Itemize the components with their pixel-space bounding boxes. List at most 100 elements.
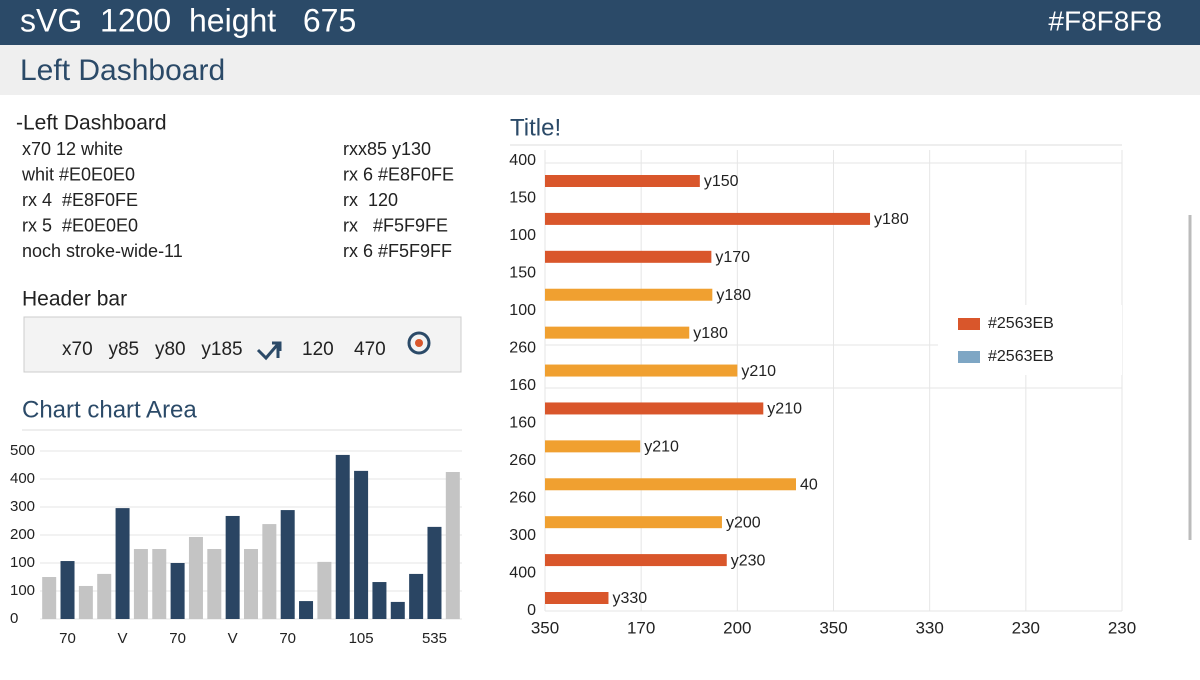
bar (133, 549, 148, 619)
y-label: 150 (509, 190, 536, 207)
panel-heading: -Left Dashboard (16, 112, 167, 135)
bar (97, 573, 112, 619)
bar-text: y210 (767, 401, 802, 418)
top-bar (0, 0, 1200, 45)
y-tick-label: 400 (10, 470, 35, 487)
subheader: Left Dashboard (20, 54, 225, 87)
bar (372, 582, 387, 619)
bar (409, 573, 424, 619)
y-label: 100 (509, 227, 536, 244)
note: rx 4 #E8F0FE (22, 190, 138, 210)
bar-text: y150 (704, 173, 739, 190)
bar (545, 288, 713, 301)
bar (545, 364, 738, 377)
bar (188, 536, 203, 619)
top-right: #F8F8F8 (1048, 5, 1162, 36)
bar (545, 250, 712, 263)
x-tick-label: 170 (627, 618, 655, 637)
y-label: 160 (509, 415, 536, 432)
icon (256, 341, 282, 361)
y-tick-label: 100 (10, 554, 35, 571)
bar (115, 508, 130, 619)
bar (390, 601, 405, 619)
note: whit #E0E0E0 (21, 164, 135, 184)
header-item: x70 y85 y80 y185 (62, 339, 243, 360)
x-tick-label: 350 (819, 618, 847, 637)
bar (152, 549, 167, 619)
bar (244, 549, 258, 619)
bar-text: 40 (800, 476, 818, 493)
x-tick-label: 70 (59, 630, 76, 647)
bar (445, 472, 460, 619)
bar (545, 212, 871, 225)
bar-text: y170 (715, 249, 750, 266)
note: rx 120 (343, 190, 398, 210)
bar (545, 326, 690, 339)
x-tick-label: V (118, 630, 128, 647)
x-tick-label: 200 (723, 618, 751, 637)
bar-text: y200 (726, 514, 761, 531)
y-tick-label: 100 (10, 582, 35, 599)
x-tick-label: 105 (349, 630, 374, 647)
bar (545, 175, 700, 187)
note: rx 6 #F5F9FF (343, 241, 452, 261)
y-label: 100 (509, 302, 536, 319)
x-tick-label: 535 (422, 630, 447, 647)
note: rxx85 y130 (343, 139, 431, 159)
bar-text: y180 (874, 211, 909, 228)
y-tick-label: 300 (10, 498, 35, 515)
bar (545, 478, 796, 491)
note: rx 5 #E0E0E0 (22, 215, 138, 235)
y-tick-label: 500 (10, 442, 35, 459)
note: noch stroke-wide-11 (22, 241, 183, 261)
bar (317, 561, 332, 619)
y-label: 300 (509, 527, 536, 544)
bar-text: y180 (693, 325, 728, 342)
top-title: sVG 1200 height 675 (20, 2, 356, 38)
bar (545, 516, 722, 529)
x-tick-label: 70 (169, 630, 186, 647)
header-item: 470 (354, 339, 386, 360)
bar (427, 526, 442, 619)
bar (545, 554, 727, 567)
legend-box (938, 305, 1122, 375)
bar-text: y210 (644, 439, 679, 456)
y-label: 260 (509, 452, 536, 469)
bar (42, 577, 57, 619)
icon (407, 331, 431, 355)
x-tick-label: 70 (279, 630, 296, 647)
x-tick-label: 230 (1108, 618, 1136, 637)
legend-label: #2563EB (988, 315, 1054, 332)
bar (78, 585, 93, 619)
y-tick-label: 0 (10, 610, 18, 627)
bar (170, 563, 185, 619)
subheader-bar (0, 45, 1200, 95)
legend-swatch (958, 351, 980, 363)
y-label: 150 (509, 265, 536, 282)
x-tick-label: 330 (915, 618, 943, 637)
note: x70 12 white (22, 139, 123, 159)
y-label: 260 (509, 340, 536, 357)
x-tick-label: 230 (1012, 618, 1040, 637)
icon (415, 339, 423, 347)
note: rx 6 #E8F0FE (343, 164, 454, 184)
y-tick-label: 200 (10, 526, 35, 543)
left-chart-title: Chart chart Area (22, 396, 197, 423)
y-label: 260 (509, 490, 536, 507)
header-item: 120 (302, 339, 334, 360)
x-tick-label: V (228, 630, 238, 647)
y-label: 160 (509, 377, 536, 394)
bar (225, 515, 240, 619)
bar (280, 510, 295, 619)
bar (60, 561, 75, 619)
note: rx #F5F9FE (343, 215, 448, 235)
bar-text: y210 (741, 363, 776, 380)
legend-label: #2563EB (988, 348, 1054, 365)
bar (545, 402, 764, 415)
bar (545, 592, 609, 604)
bar (207, 549, 222, 619)
bar-text: y230 (731, 552, 766, 569)
bar (354, 470, 369, 619)
